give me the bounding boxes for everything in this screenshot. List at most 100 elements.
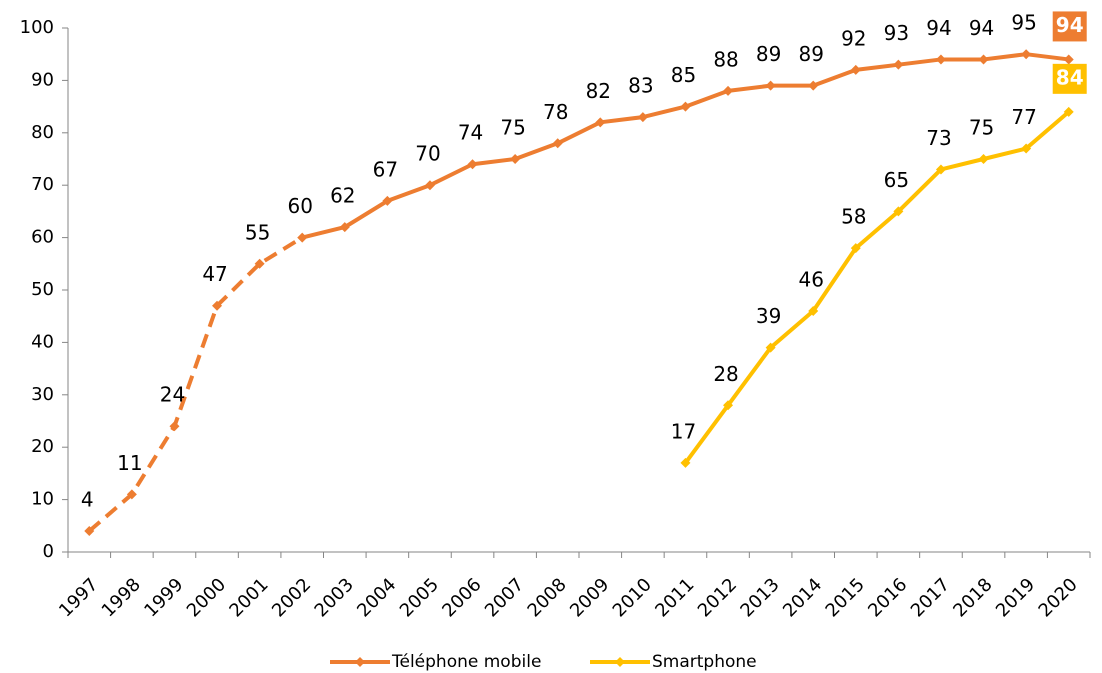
value-label: 94: [926, 16, 951, 40]
value-label: 92: [841, 26, 866, 50]
marker: [935, 164, 946, 175]
marker: [382, 195, 393, 206]
x-tick-label: 2000: [183, 574, 230, 621]
marker: [595, 117, 606, 128]
x-tick-label: 2001: [225, 574, 272, 621]
legend-marker: [615, 657, 625, 667]
x-tick-label: 1999: [140, 574, 187, 621]
y-tick-label: 100: [20, 17, 54, 38]
marker: [808, 80, 819, 91]
x-tick-label: 2003: [311, 574, 358, 621]
value-label: 95: [1011, 11, 1036, 35]
marker: [637, 112, 648, 123]
value-label: 24: [160, 383, 185, 407]
x-tick-label: 2004: [353, 574, 400, 621]
x-tick-label: 2020: [1035, 574, 1082, 621]
x-tick-label: 1998: [98, 574, 145, 621]
marker: [339, 222, 350, 233]
x-tick-label: 2016: [864, 574, 911, 621]
marker: [169, 421, 180, 432]
x-tick-label: 2012: [694, 574, 741, 621]
x-tick-label: 2014: [779, 574, 826, 621]
value-label: 39: [756, 304, 781, 328]
value-label: 62: [330, 184, 355, 208]
marker: [126, 489, 137, 500]
marker: [424, 180, 435, 191]
marker: [765, 342, 776, 353]
x-tick-label: 2005: [396, 574, 443, 621]
x-tick-label: 2007: [481, 574, 528, 621]
x-tick-label: 2017: [907, 574, 954, 621]
marker: [723, 85, 734, 96]
value-label: 11: [117, 451, 142, 475]
x-tick-label: 2006: [438, 574, 485, 621]
value-label: 94: [969, 16, 994, 40]
x-tick-label: 2019: [992, 574, 1039, 621]
legend-label: Téléphone mobile: [391, 652, 541, 672]
marker: [935, 54, 946, 65]
value-label: 93: [884, 21, 909, 45]
x-tick-label: 2015: [822, 574, 869, 621]
value-label: 75: [500, 116, 525, 140]
y-tick-label: 30: [31, 384, 54, 405]
value-label: 84: [1056, 65, 1084, 89]
legend-marker: [355, 657, 365, 667]
x-tick-label: 2010: [609, 574, 656, 621]
value-label-box: [1052, 11, 1087, 42]
value-label: 46: [798, 267, 823, 291]
marker: [1021, 49, 1032, 60]
marker: [680, 101, 691, 112]
y-tick-label: 0: [43, 541, 54, 562]
x-tick-label: 2013: [736, 574, 783, 621]
marker: [1063, 106, 1074, 117]
value-label: 47: [202, 262, 227, 286]
value-label: 94: [1056, 13, 1084, 37]
value-label: 75: [969, 116, 994, 140]
value-label: 58: [841, 205, 866, 229]
marker: [1063, 54, 1074, 65]
value-label: 28: [713, 362, 738, 386]
marker: [84, 526, 95, 537]
y-tick-label: 90: [31, 69, 54, 90]
value-label: 67: [373, 157, 398, 181]
value-label: 83: [628, 74, 653, 98]
marker: [978, 154, 989, 164]
x-tick-label: 1997: [55, 574, 102, 621]
value-label: 78: [543, 100, 568, 124]
y-tick-label: 70: [31, 174, 54, 195]
y-tick-label: 60: [31, 227, 54, 248]
value-label: 60: [287, 194, 312, 218]
value-label: 65: [884, 168, 909, 192]
marker: [297, 232, 308, 243]
x-tick-label: 2018: [949, 574, 996, 621]
series-line: [87, 235, 304, 533]
marker: [723, 400, 734, 411]
value-label: 85: [671, 63, 696, 87]
marker: [552, 138, 563, 149]
marker: [680, 457, 691, 468]
value-label: 4: [81, 488, 94, 512]
marker: [978, 54, 989, 65]
y-tick-label: 40: [31, 331, 54, 352]
value-label: 89: [756, 42, 781, 66]
marker: [850, 64, 861, 75]
y-tick-label: 50: [31, 279, 54, 300]
value-label: 88: [713, 47, 738, 71]
marker: [212, 300, 223, 311]
x-tick-label: 2009: [566, 574, 613, 621]
marker: [850, 243, 861, 254]
y-tick-label: 80: [31, 122, 54, 143]
value-label: 89: [798, 42, 823, 66]
legend-label: Smartphone: [652, 652, 757, 672]
value-label: 82: [586, 79, 611, 103]
marker: [467, 159, 478, 170]
value-label: 17: [671, 419, 696, 443]
marker: [1021, 143, 1032, 154]
value-label: 77: [1011, 105, 1036, 129]
x-tick-label: 2011: [651, 574, 698, 621]
value-label: 55: [245, 220, 270, 244]
marker: [893, 206, 904, 217]
y-tick-label: 20: [31, 436, 54, 457]
marker: [510, 154, 521, 164]
